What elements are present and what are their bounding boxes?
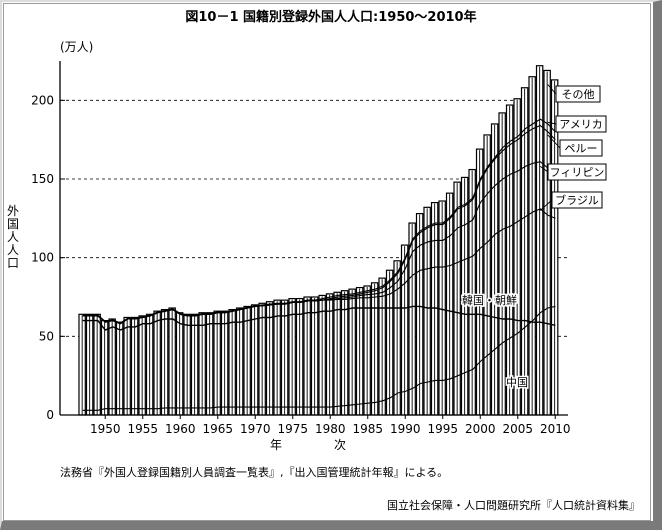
legend-box (559, 139, 603, 157)
series-line (82, 208, 556, 325)
legend-box (551, 191, 603, 209)
legend-label: アメリカ (559, 118, 602, 131)
legend-leader-line (539, 166, 549, 173)
x-tick-label: 1950 (90, 422, 121, 436)
x-tick-label: 1980 (315, 422, 346, 436)
x-tick-label: 2005 (502, 422, 533, 436)
legend-label: その他 (562, 88, 595, 101)
legend-box (547, 163, 607, 181)
y-axis-title: 外国人人口 (6, 204, 19, 270)
y-tick-label: 0 (46, 408, 54, 422)
y-tick-label: 150 (31, 172, 54, 186)
legend-leader-line (539, 199, 553, 211)
legend-box (555, 85, 601, 103)
x-tick-label: 2010 (540, 422, 571, 436)
series-inline-label: 中国 (506, 376, 528, 389)
series-line (82, 305, 556, 411)
legend-label: ブラジル (555, 193, 599, 207)
inner-border (3, 3, 651, 521)
legend-label: フィリピン (550, 166, 605, 179)
x-tick-label: 1995 (427, 422, 458, 436)
series-line (82, 305, 556, 331)
y-tick-label: 100 (31, 251, 54, 265)
x-tick-label: 1990 (390, 422, 421, 436)
legend-leader-line (547, 121, 557, 125)
legend-box (555, 115, 607, 133)
x-tick-label: 1975 (277, 422, 308, 436)
x-tick-label: 2000 (465, 422, 496, 436)
chart-title: 図10－1 国籍別登録外国人人口:1950～2010年 (185, 10, 477, 25)
series-line (82, 118, 556, 324)
y-tick-label: 50 (39, 329, 54, 343)
legend-label: ペルー (565, 142, 598, 155)
x-tick-label: 1960 (165, 422, 196, 436)
legend-leader-line (547, 134, 561, 149)
x-axis-title: 年 次 (270, 438, 367, 452)
x-tick-label: 1965 (202, 422, 233, 436)
x-tick-label: 1970 (240, 422, 271, 436)
x-tick-label: 1955 (127, 422, 158, 436)
x-tick-label: 1985 (352, 422, 383, 436)
y-tick-label: 200 (31, 93, 54, 107)
legend-leader-line (547, 84, 557, 95)
credit-line: 国立社会保障・人口問題研究所『人口統計資料集』 (387, 499, 640, 512)
y-unit-label: (万人) (60, 40, 94, 54)
source-note: 法務省『外国人登録国籍別人員調査一覧表』,『出入国管理統計年報』による。 (60, 466, 449, 479)
series-inline-label: 韓国・朝鮮 (462, 293, 517, 307)
